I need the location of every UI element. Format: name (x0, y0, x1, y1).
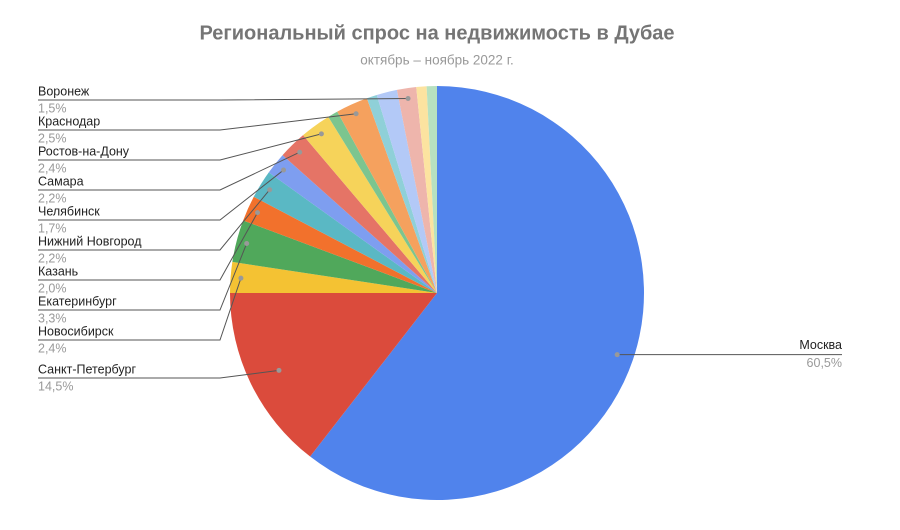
pie-slice (426, 86, 437, 293)
slice-value: 1,5% (38, 101, 67, 115)
slice-label: Москва (799, 338, 842, 352)
leader-dot (614, 352, 620, 358)
pie-slice (253, 172, 437, 293)
slice-value: 1,7% (38, 221, 67, 235)
leader-dot (405, 95, 411, 101)
leader-dot (297, 149, 303, 155)
slice-label: Новосибирск (38, 324, 114, 338)
leader-line (38, 189, 271, 251)
pie-slice (303, 116, 437, 293)
pie-slice (396, 87, 437, 294)
slice-value: 2,5% (38, 131, 67, 145)
leader-line (38, 243, 248, 311)
slice-label: Челябинск (38, 204, 100, 218)
slice-value: 3,3% (38, 311, 67, 325)
slice-label: Екатеринбург (38, 294, 117, 308)
leader-line (38, 212, 258, 281)
slice-label: Воронеж (38, 84, 90, 98)
slice-label: Нижний Новгород (38, 234, 142, 248)
slice-value: 60,5% (807, 356, 842, 370)
pie-slice (232, 220, 437, 293)
leader-line (38, 113, 357, 131)
leader-line (38, 369, 280, 379)
slice-label: Казань (38, 264, 78, 278)
slice-value: 2,4% (38, 341, 67, 355)
slice-label: Самара (38, 174, 84, 188)
slice-value: 2,2% (38, 191, 67, 205)
pie-slice (282, 135, 437, 293)
slice-value: 14,5% (38, 379, 73, 393)
pie-slice (310, 86, 645, 500)
pie-slice (337, 98, 437, 294)
leader-dot (353, 111, 359, 117)
leader-line (38, 169, 284, 221)
slice-value: 2,4% (38, 161, 67, 175)
pie-slice (376, 89, 437, 293)
pie-slice (416, 86, 437, 294)
pie-slice (243, 196, 437, 293)
pie-slice (230, 293, 437, 457)
leader-line (38, 97, 409, 101)
chart-title: Региональный спрос на недвижимость в Дуб… (199, 22, 674, 44)
pie-slice (366, 94, 437, 293)
leader-dot (318, 131, 324, 137)
leader-dot (238, 275, 244, 281)
slice-label: Санкт-Петербург (38, 362, 136, 376)
leader-line (38, 133, 322, 161)
leader-dot (281, 167, 287, 173)
pie-slice (328, 111, 437, 293)
chart-subtitle: октябрь – ноябрь 2022 г. (360, 53, 513, 68)
slice-value: 2,0% (38, 281, 67, 295)
leader-dot (276, 367, 282, 373)
slice-label: Ростов-на-Дону (38, 144, 130, 158)
leader-dot (255, 210, 261, 216)
leader-line (38, 151, 300, 191)
leader-dot (244, 240, 250, 246)
slice-value: 2,2% (38, 251, 67, 265)
pie-slice (268, 155, 437, 293)
pie-slice (230, 261, 437, 293)
leader-dot (267, 187, 273, 193)
slice-label: Краснодар (38, 114, 100, 128)
leader-line (38, 278, 242, 341)
